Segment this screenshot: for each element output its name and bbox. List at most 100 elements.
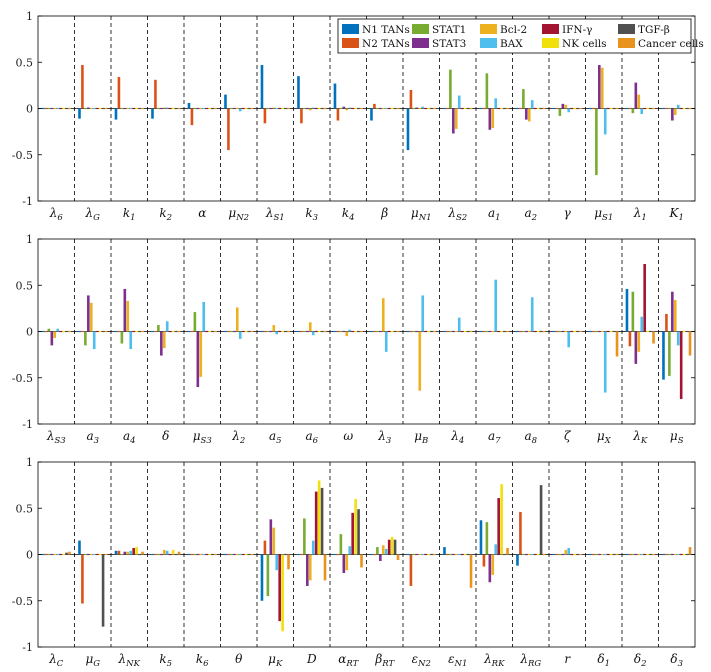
bar [409,554,413,586]
bar [135,547,138,555]
bar [138,553,141,556]
bar [570,553,573,556]
category-label: D [306,652,317,666]
bar [238,331,242,339]
bar [503,330,506,333]
bar [430,107,433,110]
bar [646,107,649,110]
bar [174,553,178,556]
bar [634,553,638,556]
category-label: k5 [159,652,172,669]
category-label-sub: RG [527,659,541,669]
bar [114,330,118,333]
bar [640,553,644,556]
bar [479,107,483,110]
category-label-sub: 7 [495,436,501,446]
bar [449,553,452,556]
bar [196,331,200,387]
bar [555,107,559,110]
bar [665,313,668,332]
bar [533,107,537,110]
bar [303,330,306,333]
bar [342,554,346,573]
bar [95,107,99,110]
bar [53,331,57,338]
bar [370,553,373,556]
bar [187,553,191,556]
bar [151,108,154,119]
bar [673,108,677,115]
bar [579,107,582,110]
bar [373,330,376,333]
bar [646,553,649,556]
category-label-base: a [86,429,93,443]
bar [89,553,93,556]
bar [348,107,352,109]
category-label-sub: 5 [167,659,172,669]
bar [373,553,376,556]
bar [536,330,540,333]
y-tick-label: 0.5 [16,502,34,515]
y-tick-label: 1 [26,10,33,23]
category-label-sub: 6 [203,659,209,669]
bar [165,321,169,332]
bar [646,330,649,333]
bar [530,100,534,109]
bar [98,107,102,110]
category-label-base: δ [634,652,641,666]
bar [682,107,686,110]
category-label-sub: 3 [678,659,683,669]
bar [333,83,337,109]
bar [171,549,175,555]
bar [430,553,433,556]
bar [41,330,45,333]
bar [44,553,48,556]
category-label: a7 [488,429,501,446]
bar [171,330,175,333]
bar [671,553,674,556]
category-label-base: λ [447,206,456,220]
category-label-base: ε [448,652,454,666]
bar [595,108,598,176]
bar [336,108,340,121]
bar [339,107,343,110]
category-label: λS2 [447,206,467,223]
bar [87,295,90,332]
category-label-sub: RK [491,659,505,669]
bar [612,330,616,333]
category-label: δ3 [670,652,683,669]
bar [676,331,680,346]
category-label-base: μ [193,429,201,443]
category-label-sub: N2 [417,659,431,669]
bar [65,330,68,333]
bar [415,553,419,556]
bar [376,330,379,333]
category-label-base: μ [670,429,678,443]
bar [278,330,281,333]
bar [449,69,452,109]
bar [171,107,175,110]
category-label-sub: RT [345,659,359,669]
bar [311,540,315,555]
bar [138,330,141,333]
bar [688,107,692,110]
bar [351,330,354,333]
bar [527,553,531,556]
bar [561,330,565,333]
category-label-base: λ [633,206,642,220]
bar [421,295,425,332]
bar [168,330,172,333]
bar [376,107,379,110]
bar [141,551,144,555]
bar [497,330,500,333]
bar [287,107,290,110]
category-label-sub: S [678,436,684,446]
category-label-base: D [306,652,317,666]
bar [640,316,644,332]
bar [530,553,534,556]
legend-label: STAT3 [432,38,466,50]
bar [652,553,655,556]
bar [104,553,108,556]
bar [598,553,601,556]
bar [300,108,303,124]
